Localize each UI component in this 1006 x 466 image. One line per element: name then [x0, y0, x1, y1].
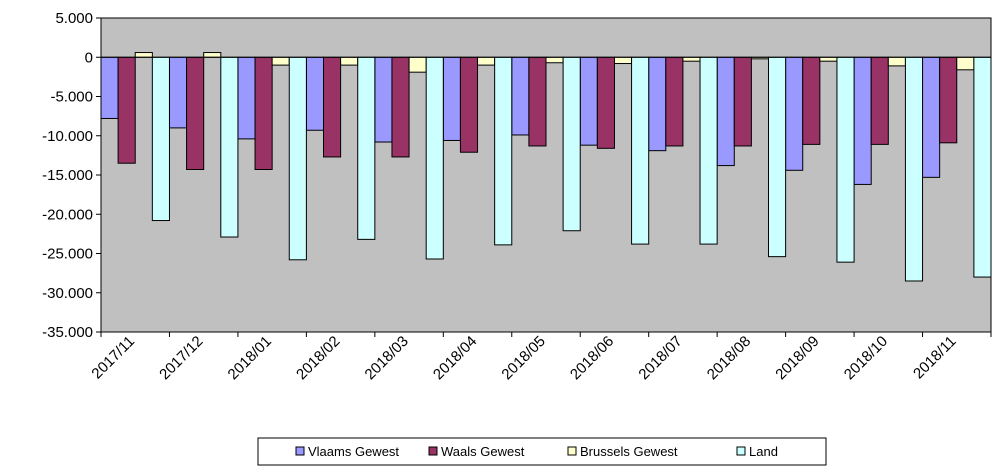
- bar-vlaams-gewest: [922, 56, 941, 178]
- bar-brussels-gewest: [408, 56, 427, 73]
- x-tick-label: 2018/02: [293, 333, 343, 383]
- bar-brussels-gewest: [819, 56, 838, 62]
- bar-vlaams-gewest: [716, 56, 735, 167]
- bar-vlaams-gewest: [237, 56, 256, 140]
- bar-vlaams-gewest: [853, 56, 872, 185]
- x-tick-label: 2017/12: [156, 333, 206, 383]
- legend: Vlaams Gewest Waals Gewest Brussels Gewest…: [257, 437, 827, 466]
- bar-waals-gewest: [733, 56, 752, 147]
- bar-waals-gewest: [528, 56, 547, 147]
- x-tick-label: 2017/11: [88, 333, 138, 383]
- x-tick-label: 2018/03: [362, 333, 412, 383]
- x-tick-label: 2018/07: [635, 333, 685, 383]
- bar-land: [836, 56, 855, 263]
- bar-vlaams-gewest: [305, 56, 324, 131]
- legend-swatch: [428, 446, 438, 456]
- y-tick-label: 5.000: [55, 10, 93, 27]
- bar-brussels-gewest: [271, 56, 290, 66]
- bar-brussels-gewest: [477, 56, 496, 66]
- legend-swatch: [295, 446, 305, 456]
- bar-vlaams-gewest: [648, 56, 667, 152]
- x-tick-label: 2018/08: [704, 333, 754, 383]
- y-tick-label: -10.000: [42, 128, 93, 145]
- bar-land: [562, 56, 581, 232]
- bar-land: [699, 56, 718, 245]
- bar-waals-gewest: [117, 56, 136, 164]
- bar-waals-gewest: [254, 56, 273, 171]
- bar-brussels-gewest: [887, 56, 906, 67]
- x-tick-label: 2018/10: [841, 333, 891, 383]
- bar-land: [494, 56, 513, 246]
- bar-brussels-gewest: [545, 56, 564, 64]
- x-tick-label: 2018/04: [430, 333, 480, 383]
- bar-waals-gewest: [391, 56, 410, 158]
- bar-waals-gewest: [665, 56, 684, 147]
- x-axis: 2017/11 2017/12 2018/01 2018/02 2018/03 2018/…: [88, 332, 992, 383]
- y-tick-label: -35.000: [42, 324, 93, 341]
- legend-swatch: [567, 446, 577, 456]
- y-tick-label: -25.000: [42, 246, 93, 263]
- x-tick-label: 2018/06: [567, 333, 617, 383]
- legend-swatch: [736, 446, 746, 456]
- bar-vlaams-gewest: [785, 56, 804, 171]
- x-tick-label: 2018/05: [498, 333, 548, 383]
- bar-waals-gewest: [870, 56, 889, 145]
- bar-brussels-gewest: [956, 56, 975, 71]
- x-tick-label: 2018/11: [910, 333, 960, 383]
- bar-brussels-gewest: [203, 52, 222, 58]
- bar-land: [357, 56, 376, 240]
- y-tick-label: -5.000: [50, 89, 93, 106]
- y-tick-label: -20.000: [42, 206, 93, 223]
- y-tick-label: 0: [85, 49, 93, 66]
- x-tick-label: 2018/09: [772, 333, 822, 383]
- bar-vlaams-gewest: [511, 56, 530, 136]
- y-tick-label: -15.000: [42, 167, 93, 184]
- bar-land: [973, 56, 992, 278]
- bar-land: [904, 56, 924, 282]
- bar-vlaams-gewest: [442, 56, 461, 141]
- bar-brussels-gewest: [340, 56, 359, 66]
- legend-label: Brussels Gewest: [580, 444, 678, 459]
- bar-land: [220, 56, 239, 238]
- bar-vlaams-gewest: [579, 56, 598, 146]
- bars: [100, 52, 992, 282]
- bar-brussels-gewest: [682, 56, 701, 62]
- bar-vlaams-gewest: [374, 56, 393, 143]
- legend-label: Land: [749, 444, 778, 459]
- bar-land: [631, 56, 650, 245]
- bar-waals-gewest: [802, 56, 821, 145]
- bar-brussels-gewest: [134, 52, 153, 58]
- bar-land: [425, 56, 444, 260]
- bar-waals-gewest: [323, 56, 342, 158]
- bar-land: [288, 56, 307, 261]
- legend-label: Vlaams Gewest: [308, 444, 399, 459]
- bar-waals-gewest: [459, 56, 479, 153]
- legend-label: Waals Gewest: [441, 444, 525, 459]
- bar-land: [151, 56, 170, 222]
- bar-land: [768, 56, 787, 258]
- y-axis: 5.000 0 -5.000 -10.000 -15.000 -20.000 -25.000…: [42, 10, 101, 341]
- bar-vlaams-gewest: [168, 56, 188, 129]
- bar-waals-gewest: [596, 56, 615, 149]
- bar-brussels-gewest: [613, 56, 633, 65]
- y-tick-label: -30.000: [42, 285, 93, 302]
- legend-box: [257, 437, 827, 466]
- bar-waals-gewest: [186, 56, 205, 171]
- x-tick-label: 2018/01: [225, 333, 275, 383]
- bar-vlaams-gewest: [100, 56, 119, 119]
- bar-waals-gewest: [939, 56, 958, 144]
